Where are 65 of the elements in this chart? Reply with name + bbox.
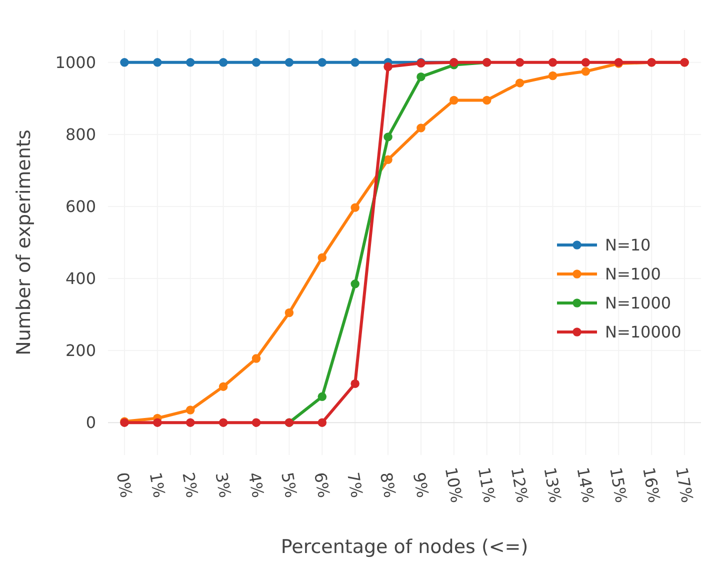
point: [515, 58, 524, 67]
point: [350, 203, 360, 212]
x-tick-label: 14%: [573, 466, 598, 504]
y-axis-title: Number of experiments: [13, 130, 35, 356]
point: [482, 96, 492, 105]
x-tick-label: 4%: [244, 470, 268, 500]
x-tick-label: 0%: [112, 470, 136, 500]
legend-label: N=100: [605, 264, 661, 284]
point: [252, 354, 261, 363]
legend-label: N=10: [605, 236, 651, 255]
point: [384, 62, 392, 72]
x-tick-label: 8%: [376, 470, 400, 500]
x-tick-label: 2%: [178, 470, 202, 500]
point: [581, 58, 590, 67]
point: [218, 418, 228, 427]
point: [218, 382, 228, 391]
x-tick-label: 5%: [278, 470, 301, 500]
point: [120, 58, 129, 67]
x-tick-label: 1%: [146, 470, 169, 500]
point: [318, 418, 327, 427]
point: [450, 96, 458, 105]
point: [318, 253, 327, 262]
x-tick-label: 3%: [212, 470, 235, 500]
x-axis-title: Percentage of nodes (<=): [280, 536, 528, 558]
x-tick-label: 12%: [507, 466, 532, 504]
y-tick-label: 200: [65, 341, 96, 360]
point: [350, 58, 360, 67]
point: [284, 58, 294, 67]
point: [350, 280, 360, 288]
x-tick-label: 13%: [540, 466, 566, 504]
legend-label: N=10000: [605, 322, 682, 342]
point: [153, 58, 162, 67]
x-tick-label: 9%: [409, 470, 432, 500]
point: [218, 58, 228, 67]
point: [252, 58, 261, 67]
point: [384, 132, 392, 142]
y-tick-label: 800: [65, 125, 96, 144]
point: [384, 155, 392, 164]
point: [186, 418, 195, 427]
x-tick-label: 17%: [672, 466, 697, 504]
point: [153, 418, 162, 427]
point: [318, 392, 327, 402]
point: [318, 58, 327, 67]
point: [186, 406, 195, 414]
x-tick-label: 7%: [343, 470, 367, 500]
point: [548, 71, 558, 80]
x-tick-label: 6%: [310, 470, 334, 500]
x-tick-label: 11%: [474, 466, 500, 504]
point: [350, 379, 360, 388]
point: [416, 124, 426, 132]
y-tick-label: 600: [65, 197, 96, 216]
x-tick-label: 16%: [639, 466, 664, 504]
point: [416, 72, 426, 82]
x-tick-label: 10%: [441, 466, 466, 504]
point: [284, 308, 294, 318]
y-tick-label: 0: [86, 413, 96, 432]
point: [581, 67, 590, 76]
x-tick-label: 15%: [606, 466, 631, 504]
y-tick-label: 1000: [55, 53, 96, 72]
legend-label: N=1000: [605, 294, 672, 313]
point: [186, 58, 195, 67]
point: [548, 58, 558, 67]
point: [252, 418, 261, 427]
y-tick-label: 400: [65, 269, 96, 288]
point: [515, 78, 524, 88]
